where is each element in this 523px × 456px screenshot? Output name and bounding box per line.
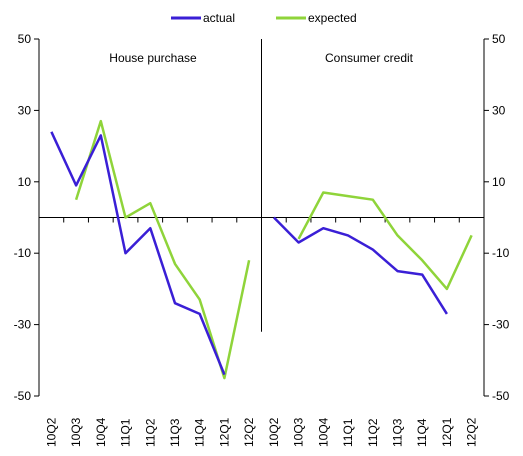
axes	[34, 38, 489, 397]
panel-title-house-purchase: House purchase	[109, 51, 197, 65]
x-tick-label: 11Q4	[193, 418, 207, 447]
x-tick-label: 11Q3	[168, 418, 182, 447]
tick-labels: 50 50 30 30 10 10 -10 -10 -30 -30 -50 -50 10Q2 10Q3 10…	[14, 32, 510, 447]
x-tick-label: 12Q2	[465, 417, 479, 447]
y-tick-label-left: -50	[14, 389, 32, 403]
series-line-actual-panel-1	[50, 131, 226, 376]
x-tick-label: 10Q3	[292, 417, 306, 447]
y-tick-label-right: 10	[492, 175, 506, 189]
x-tick-label: 12Q1	[440, 417, 454, 447]
y-tick-label-right: 30	[492, 103, 506, 117]
y-tick-label-left: 10	[18, 175, 32, 189]
panel-title-consumer-credit: Consumer credit	[325, 51, 414, 65]
legend-label-actual: actual	[203, 11, 235, 25]
y-tick-label-left: 50	[18, 32, 32, 46]
x-tick-label: 11Q3	[390, 418, 404, 447]
x-tick-label: 12Q1	[217, 417, 231, 447]
y-tick-label-left: -30	[14, 318, 32, 332]
y-tick-label-right: -50	[492, 389, 510, 403]
series-line-expected-panel-2	[297, 191, 473, 291]
x-tick-label: 12Q2	[242, 417, 256, 447]
y-tick-label-right: -30	[492, 318, 510, 332]
y-tick-label-left: -10	[14, 246, 32, 260]
series-line-actual-panel-2	[273, 216, 448, 315]
x-tick-label: 11Q1	[341, 418, 355, 447]
series-layer	[50, 119, 473, 380]
y-tick-label-right: 50	[492, 32, 506, 46]
legend-label-expected: expected	[308, 11, 357, 25]
x-tick-label: 10Q2	[267, 417, 281, 447]
y-tick-label-right: -10	[492, 246, 510, 260]
y-tick-label-left: 30	[18, 103, 32, 117]
x-tick-label: 10Q2	[44, 417, 58, 447]
x-tick-label: 11Q4	[415, 418, 429, 447]
x-tick-label: 11Q2	[143, 418, 157, 447]
x-tick-label: 11Q1	[119, 418, 133, 447]
legend: actual expected	[171, 11, 357, 25]
series-line-expected-panel-1	[74, 119, 251, 380]
x-tick-label: 10Q3	[69, 417, 83, 447]
x-tick-label: 10Q4	[316, 417, 330, 447]
x-tick-label: 10Q4	[94, 417, 108, 447]
x-tick-label: 11Q2	[366, 418, 380, 447]
